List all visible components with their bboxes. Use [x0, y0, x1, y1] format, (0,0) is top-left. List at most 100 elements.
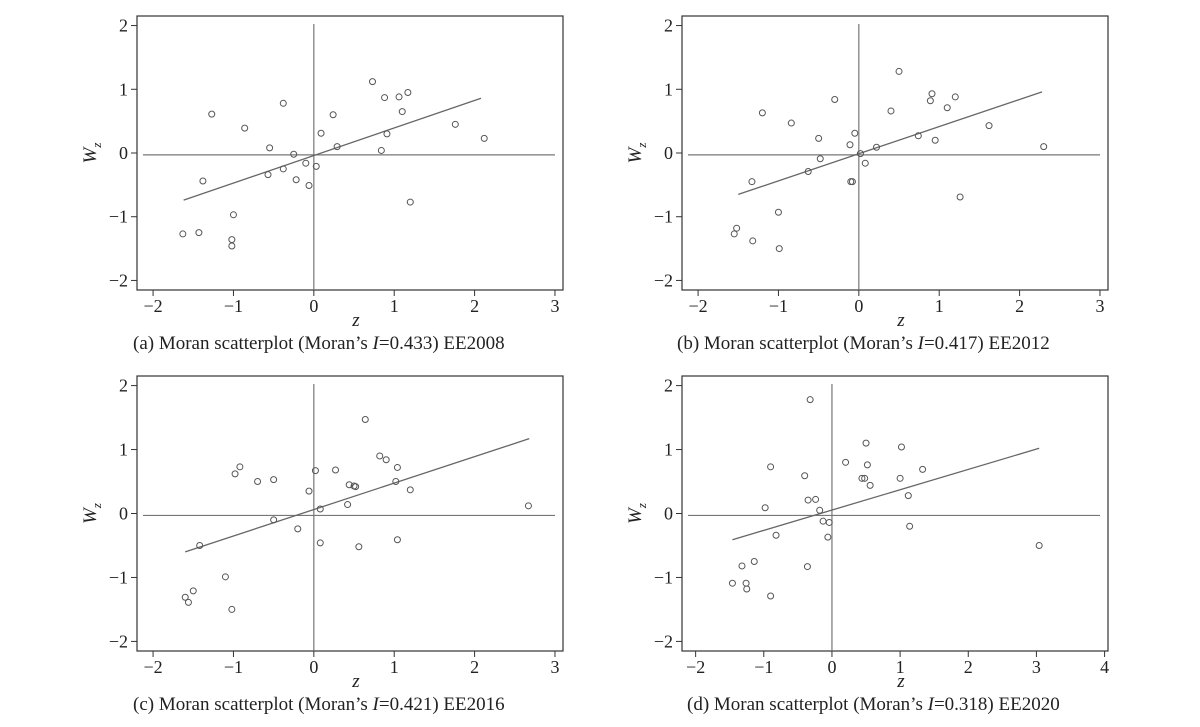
- y-tick-label: −1: [109, 207, 128, 227]
- trend-line: [732, 448, 1039, 539]
- data-point: [209, 111, 215, 117]
- data-point: [232, 471, 238, 477]
- data-point: [230, 212, 236, 218]
- y-tick-label: 2: [664, 376, 673, 396]
- x-tick-label: −2: [686, 657, 705, 677]
- x-tick-label: 1: [390, 296, 399, 316]
- y-tick-label: −1: [109, 567, 128, 587]
- data-point: [382, 95, 388, 101]
- data-point: [180, 231, 186, 237]
- data-point: [291, 151, 297, 157]
- data-point: [932, 137, 938, 143]
- x-axis-label: z: [351, 310, 360, 331]
- y-axis-label: Wz: [625, 143, 649, 164]
- scatter-panel-b: −2 −1 0 1 2 3−2−1012zWz: [625, 16, 1108, 331]
- x-tick-label: 4: [1100, 657, 1109, 677]
- caption-prefix: (c) Moran scatterplot (Moran’s: [133, 694, 373, 715]
- trend-line: [184, 98, 481, 200]
- data-point: [356, 544, 362, 550]
- data-point: [317, 540, 323, 546]
- data-point: [399, 109, 405, 115]
- scatter-panel-a: −2 −1 0 1 2 3−2−1012zWz: [80, 16, 563, 331]
- x-tick-label: −2: [143, 657, 162, 677]
- data-point: [888, 108, 894, 114]
- data-point: [452, 121, 458, 127]
- y-tick-label: 1: [664, 440, 673, 460]
- data-point: [805, 497, 811, 503]
- x-tick-label: 3: [550, 296, 559, 316]
- x-axis-label: z: [896, 310, 905, 331]
- caption-d: (d) Moran scatterplot (Moran’s I=0.318) …: [687, 694, 1060, 716]
- data-point: [229, 606, 235, 612]
- data-point: [817, 507, 823, 513]
- caption-prefix: (d) Moran scatterplot (Moran’s: [687, 694, 928, 715]
- data-point: [743, 580, 749, 586]
- data-point: [271, 517, 277, 523]
- data-point: [907, 523, 913, 529]
- x-tick-label: 1: [935, 296, 944, 316]
- data-point: [768, 593, 774, 599]
- data-point: [377, 453, 383, 459]
- y-tick-label: 1: [119, 79, 128, 99]
- x-tick-label: −2: [688, 296, 707, 316]
- data-point: [807, 397, 813, 403]
- data-point: [788, 120, 794, 126]
- y-tick-label: −2: [654, 270, 673, 290]
- data-point: [330, 112, 336, 118]
- y-tick-label: 1: [119, 440, 128, 460]
- data-point: [905, 493, 911, 499]
- y-axis-label: Wz: [625, 503, 649, 524]
- data-point: [816, 135, 822, 141]
- data-point: [303, 160, 309, 166]
- caption-prefix: (b) Moran scatterplot (Moran’s: [677, 333, 918, 354]
- scatter-panel-d: −2 −1 0 1 2 3 4−2−1012zWz: [625, 376, 1109, 692]
- data-point: [280, 166, 286, 172]
- x-tick-label: 1: [390, 657, 399, 677]
- data-point: [952, 94, 958, 100]
- data-point: [731, 231, 737, 237]
- data-point: [333, 467, 339, 473]
- data-point: [817, 156, 823, 162]
- data-point: [196, 230, 202, 236]
- data-point: [749, 179, 755, 185]
- data-point: [897, 475, 903, 481]
- data-point: [734, 225, 740, 231]
- y-axis-label: Wz: [80, 143, 104, 164]
- data-point: [832, 96, 838, 102]
- x-tick-label: 0: [854, 296, 863, 316]
- x-tick-label: 2: [1015, 296, 1024, 316]
- data-point: [986, 123, 992, 129]
- caption-prefix: (a) Moran scatterplot (Moran’s: [133, 333, 373, 354]
- y-axis-label-subscript: z: [634, 503, 649, 509]
- caption-stat-value: =0.318) EE2020: [934, 694, 1060, 715]
- data-point: [237, 464, 243, 470]
- data-point: [920, 466, 926, 472]
- data-point: [383, 457, 389, 463]
- data-point: [802, 473, 808, 479]
- y-tick-label: 0: [664, 143, 673, 163]
- data-point: [1041, 144, 1047, 150]
- data-point: [862, 160, 868, 166]
- data-point: [825, 534, 831, 540]
- x-tick-label: −1: [769, 296, 788, 316]
- data-point: [345, 502, 351, 508]
- data-point: [852, 130, 858, 136]
- data-point: [773, 532, 779, 538]
- x-tick-label: −1: [754, 657, 773, 677]
- data-point: [222, 574, 228, 580]
- data-point: [481, 135, 487, 141]
- data-point: [295, 526, 301, 532]
- data-point: [280, 100, 286, 106]
- data-point: [306, 182, 312, 188]
- data-point: [229, 237, 235, 243]
- data-point: [190, 588, 196, 594]
- plot-frame: [682, 16, 1108, 290]
- x-tick-label: −1: [224, 296, 243, 316]
- plot-frame: [137, 16, 563, 290]
- y-axis-label-subscript: z: [89, 143, 104, 149]
- data-point: [864, 462, 870, 468]
- data-point: [762, 505, 768, 511]
- data-point: [739, 563, 745, 569]
- x-tick-label: 3: [1095, 296, 1104, 316]
